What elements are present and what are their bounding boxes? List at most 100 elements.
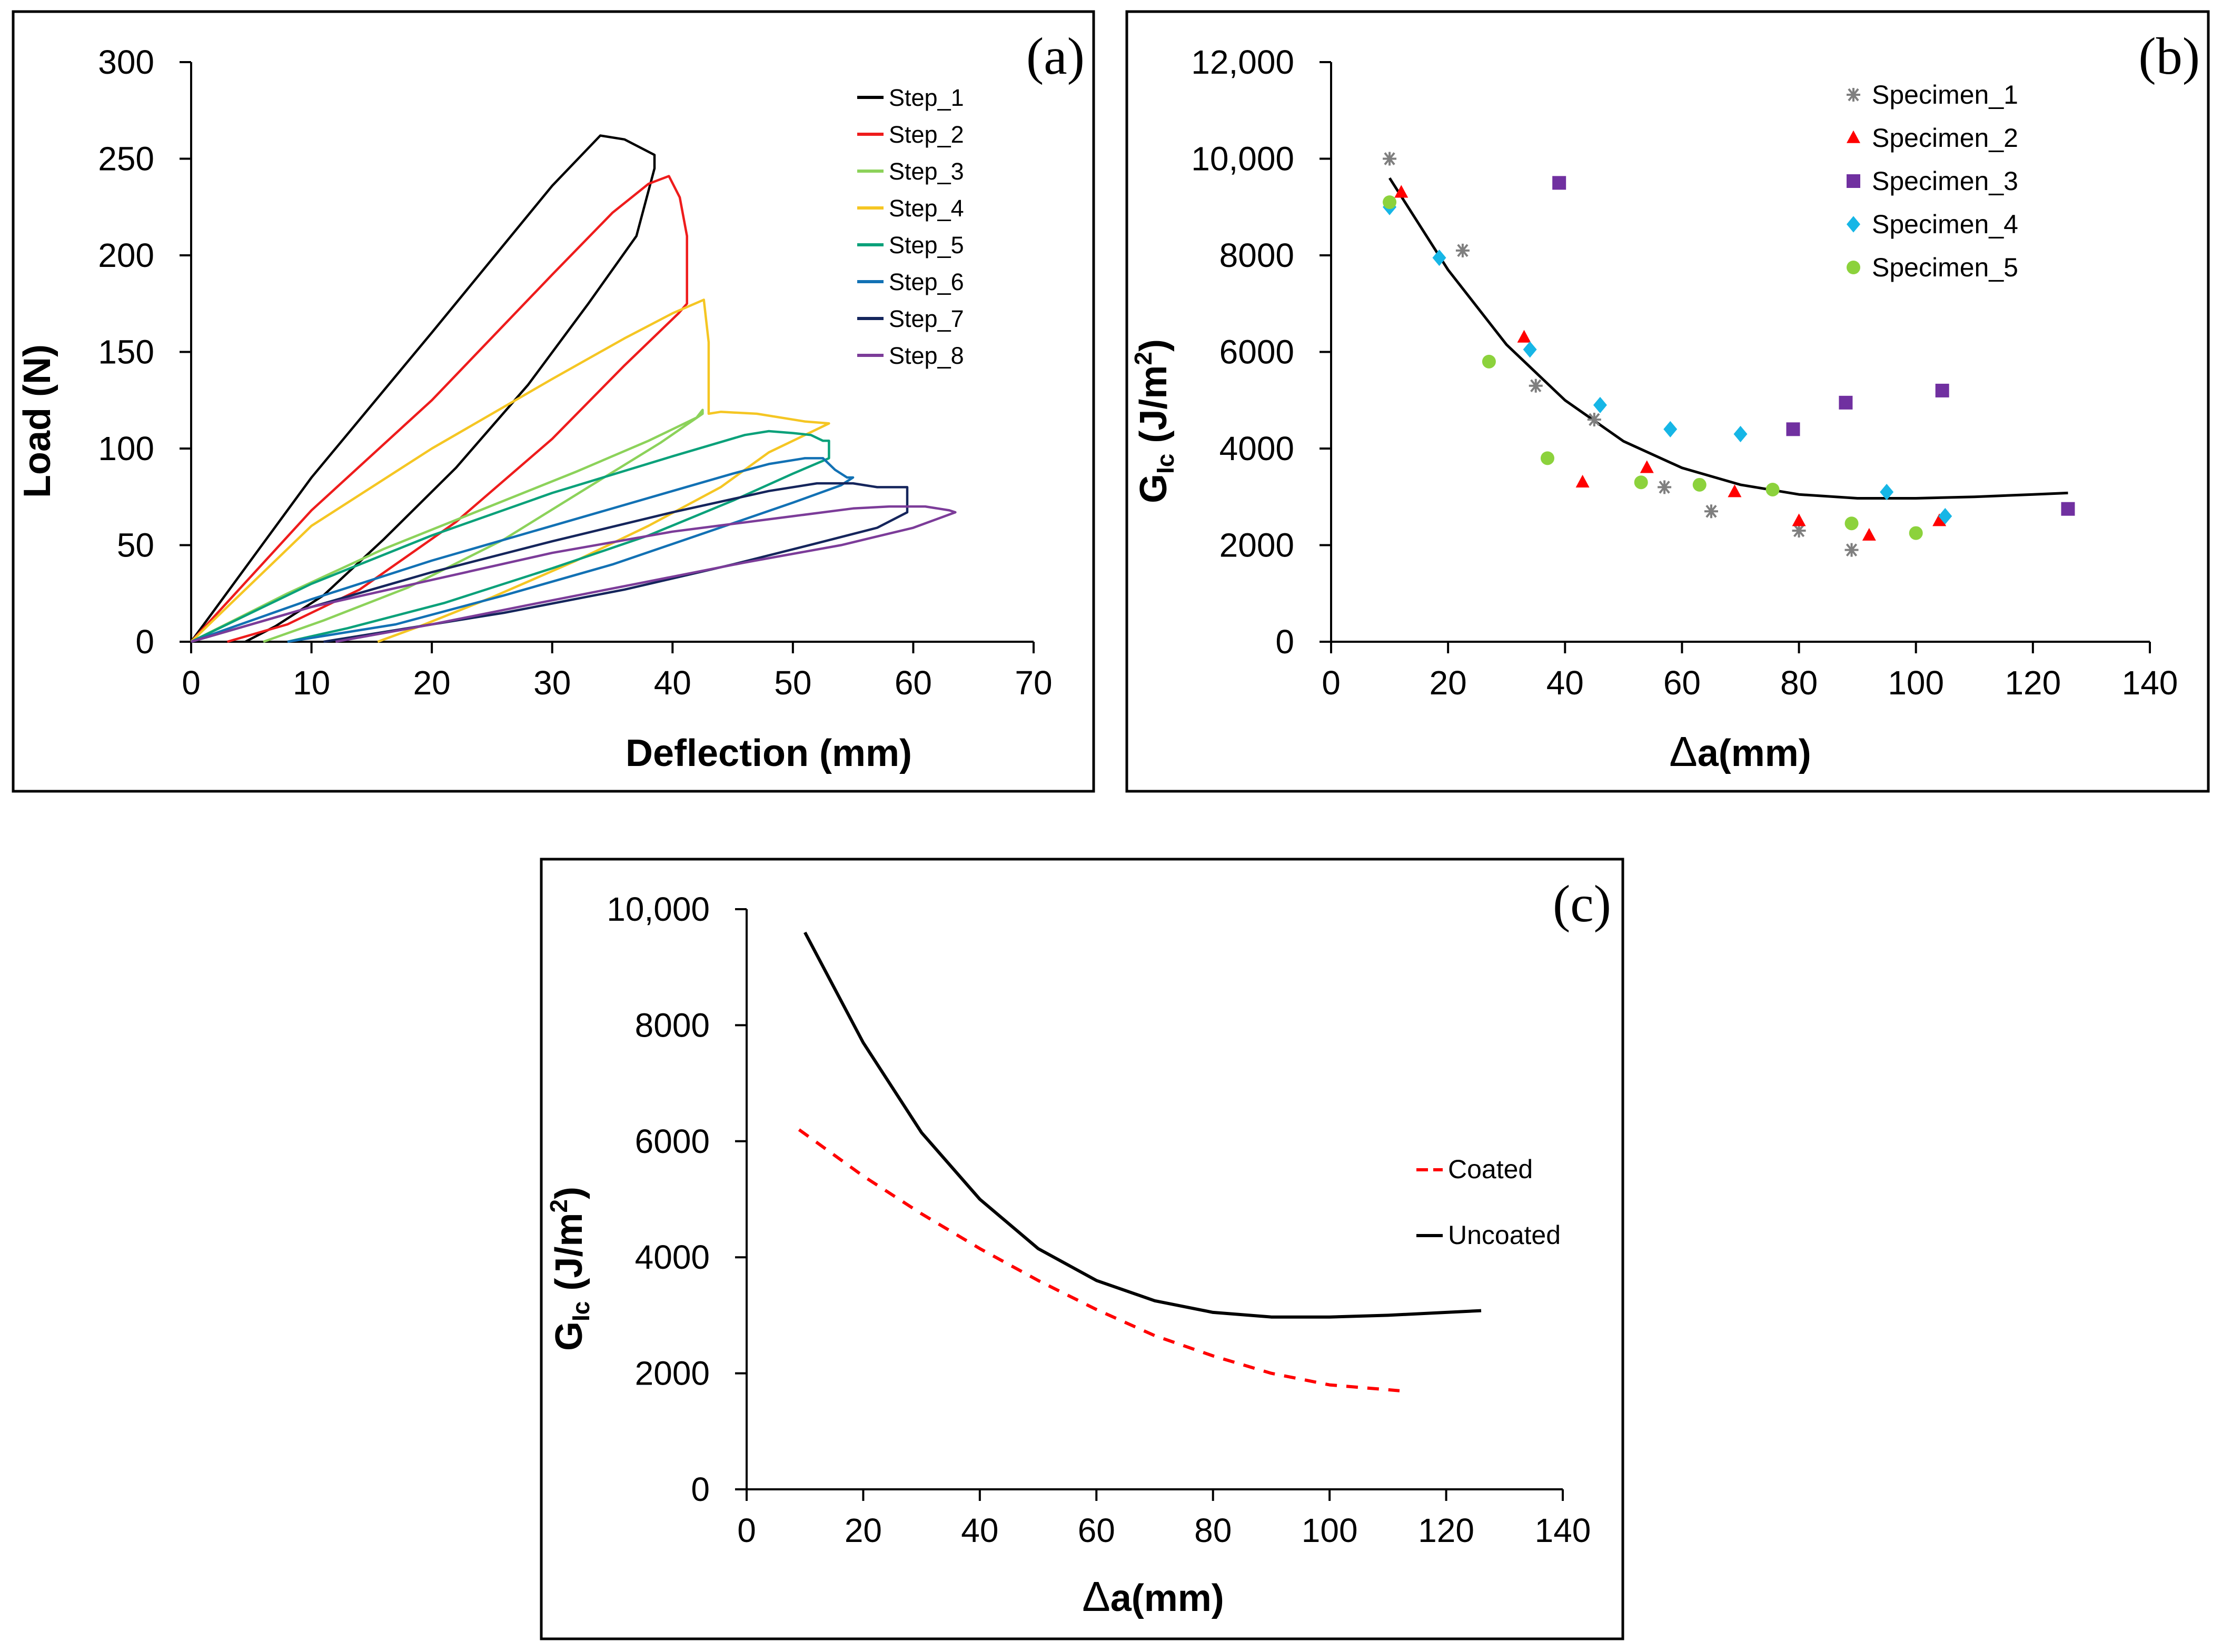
panel-c-x-tick-label-4: 80 — [1194, 1511, 1232, 1549]
panel-a-series-step-5-line — [191, 430, 830, 643]
panel-b-x-tick-label-6: 120 — [2005, 664, 2061, 702]
panel-b-series-specimen-1-point-5 — [1704, 504, 1718, 519]
panel-b-series-specimen-1-legend-label: Specimen_1 — [1872, 80, 2018, 110]
panel-a-x-tick-label-7: 70 — [1015, 664, 1052, 702]
panel-b-series-specimen-2-point-5 — [1792, 513, 1806, 526]
panel-c-x-tick-label-7: 140 — [1535, 1511, 1591, 1549]
panel-b-trend-line — [1388, 177, 2068, 500]
panel-a-y-axis-label: Load (N) — [16, 344, 58, 498]
panel-c-series-uncoated-line — [804, 931, 1482, 1319]
panel-c-x-axis-label-rest: a(mm) — [1110, 1577, 1224, 1619]
panel-c-y-axis-label-part-1: Ic — [567, 1301, 594, 1321]
panel-a-series-step-6-legend-label: Step_6 — [889, 268, 964, 295]
panel-b-series-specimen-2-point-0 — [1394, 185, 1408, 198]
panel-b-series-specimen-4-point-6 — [1880, 483, 1894, 501]
panel-b-frame — [1125, 10, 2210, 793]
panel-a-y-tick-label-2: 100 — [98, 430, 154, 467]
panel-b-series-specimen-1-point-7 — [1844, 543, 1859, 557]
panel-a-series-step-7-legend-label: Step_7 — [889, 305, 964, 332]
panel-c-y-axis-label-part-2: (J/m — [548, 1213, 590, 1301]
panel-b-series-specimen-5-point-1 — [1482, 354, 1496, 369]
panel-b-x-tick-label-0: 0 — [1322, 664, 1341, 702]
panel-b-series-specimen-5-point-6 — [1844, 516, 1859, 531]
panel-b-series-specimen-4-legend-label: Specimen_4 — [1872, 210, 2018, 239]
panel-b-y-tick-label-2: 4000 — [1219, 430, 1294, 467]
panel-b-series-specimen-5-point-7 — [1909, 526, 1923, 540]
panel-b-x-tick-label-2: 40 — [1546, 664, 1584, 702]
panel-b-series-specimen-2-point-6 — [1862, 528, 1876, 541]
panel-c-label: (c) — [1553, 874, 1611, 933]
panel-c-y-tick-label-2: 4000 — [635, 1238, 710, 1276]
panel-b-x-axis-label-delta: Δ — [1669, 728, 1697, 775]
panel-a-label: (a) — [1026, 27, 1085, 85]
panel-b-series-specimen-4-legend-swatch — [1847, 216, 1860, 233]
panel-b-series-specimen-1-point-2 — [1529, 379, 1543, 393]
panel-b-series-specimen-2-point-1 — [1517, 330, 1531, 343]
panel-b-series-specimen-2-point-3 — [1640, 460, 1654, 473]
panel-a-x-tick-label-2: 20 — [413, 664, 451, 702]
panel-b-chart: 0 20 40 60 80 100 120 140 0 2000 4000 6000 8000 10,00… — [1129, 27, 2200, 775]
panel-a-x-tick-label-0: 0 — [182, 664, 201, 702]
panel-a-series-step-4-line — [190, 298, 830, 643]
panel-a-chart: 0 10 20 30 40 50 60 70 0 50 100 150 200 250 300 Deflect… — [16, 27, 1085, 774]
panel-c-x-tick-label-3: 60 — [1078, 1511, 1115, 1549]
panel-b-series-specimen-4-point-3 — [1593, 396, 1607, 414]
panel-b-series-specimen-3-point-1 — [1786, 422, 1800, 436]
panel-c-series-coated-line — [798, 1128, 1400, 1392]
panel-b-series-specimen-2-legend-label: Specimen_2 — [1872, 123, 2018, 153]
panel-a-series-step-8-line — [191, 505, 957, 643]
panel-b-y-axis-label: GIc (J/m2) — [1129, 339, 1179, 503]
panel-b-series-specimen-3-legend-swatch — [1847, 174, 1860, 188]
panel-b-series-specimen-5-point-4 — [1692, 477, 1707, 492]
panel-b-series-specimen-3-point-2 — [1839, 395, 1853, 410]
panel-b-y-axis-label-part-0: G — [1133, 474, 1175, 503]
panel-a-x-tick-label-4: 40 — [654, 664, 691, 702]
panel-b-series-specimen-3-point-0 — [1552, 176, 1566, 190]
panel-c-x-tick-label-6: 120 — [1418, 1511, 1474, 1549]
panel-b-series-specimen-1-point-0 — [1383, 152, 1397, 166]
panel-a-y-tick-label-4: 200 — [98, 236, 154, 274]
panel-b-y-tick-label-5: 10,000 — [1191, 140, 1294, 178]
panel-c-y-axis-label-part-0: G — [548, 1321, 590, 1351]
panel-b-y-tick-label-3: 6000 — [1219, 333, 1294, 371]
panel-b-y-axis-label-part-2: (J/m — [1133, 365, 1175, 454]
panel-b-series-specimen-2-legend-swatch — [1847, 130, 1860, 143]
panel-b-series-specimen-4-point-2 — [1523, 341, 1537, 358]
panel-c-y-tick-label-4: 8000 — [635, 1006, 710, 1044]
panel-a-series-step-1-legend-label: Step_1 — [889, 84, 964, 111]
panel-a-y-tick-label-1: 50 — [117, 526, 154, 564]
panel-a-y-tick-label-6: 300 — [98, 43, 154, 81]
panel-b-x-tick-label-5: 100 — [1888, 664, 1944, 702]
panel-a-y-tick-label-0: 0 — [135, 623, 154, 661]
panel-b-series-specimen-5-point-2 — [1540, 451, 1554, 465]
panel-c-x-axis-label: Δa(mm) — [1082, 1573, 1224, 1620]
panel-c-y-tick-label-1: 2000 — [635, 1355, 710, 1392]
panel-b-series-specimen-4-point-4 — [1663, 421, 1678, 437]
panel-b-series-specimen-1-point-1 — [1455, 243, 1470, 257]
panel-c-series-uncoated-legend-label: Uncoated — [1448, 1220, 1561, 1250]
panel-b-series-specimen-5-legend-swatch — [1847, 261, 1860, 274]
panel-b-series-specimen-5-legend-label: Specimen_5 — [1872, 253, 2018, 282]
panel-b-y-axis-label-part-3: 2 — [1129, 352, 1157, 365]
panel-c-y-axis-label-part-4: ) — [548, 1187, 590, 1199]
panel-b-series-specimen-2-point-7 — [1932, 513, 1947, 526]
panel-b-x-tick-label-3: 60 — [1663, 664, 1701, 702]
panel-a-y-tick-label-5: 250 — [98, 140, 154, 178]
panel-c-y-tick-label-5: 10,000 — [607, 890, 710, 928]
panel-a-series-step-6-line — [191, 457, 855, 643]
panel-a-x-tick-label-3: 30 — [533, 664, 571, 702]
panel-c-y-axis-label: GIc (J/m2) — [545, 1187, 594, 1351]
panel-b-x-axis-label: Δa(mm) — [1669, 728, 1811, 775]
panel-b-label: (b) — [2138, 27, 2200, 85]
panel-c-chart: 0 20 40 60 80 100 120 140 0 2000 4000 6000 8000 10,00… — [545, 874, 1611, 1620]
panel-b-series-specimen-1-point-3 — [1587, 412, 1601, 426]
panel-a-series-step-7-line — [191, 482, 909, 643]
panel-b-series-specimen-2-point-4 — [1728, 484, 1742, 497]
panel-a-x-tick-label-1: 10 — [293, 664, 330, 702]
panel-b-series-specimen-1-point-6 — [1792, 523, 1806, 538]
panel-b-series-specimen-3-point-4 — [2061, 502, 2075, 516]
panel-b-series-specimen-4-point-7 — [1938, 507, 1952, 525]
panel-b-y-tick-label-0: 0 — [1275, 623, 1294, 661]
panel-b-x-tick-label-1: 20 — [1430, 664, 1467, 702]
panel-b-y-tick-label-1: 2000 — [1219, 526, 1294, 564]
